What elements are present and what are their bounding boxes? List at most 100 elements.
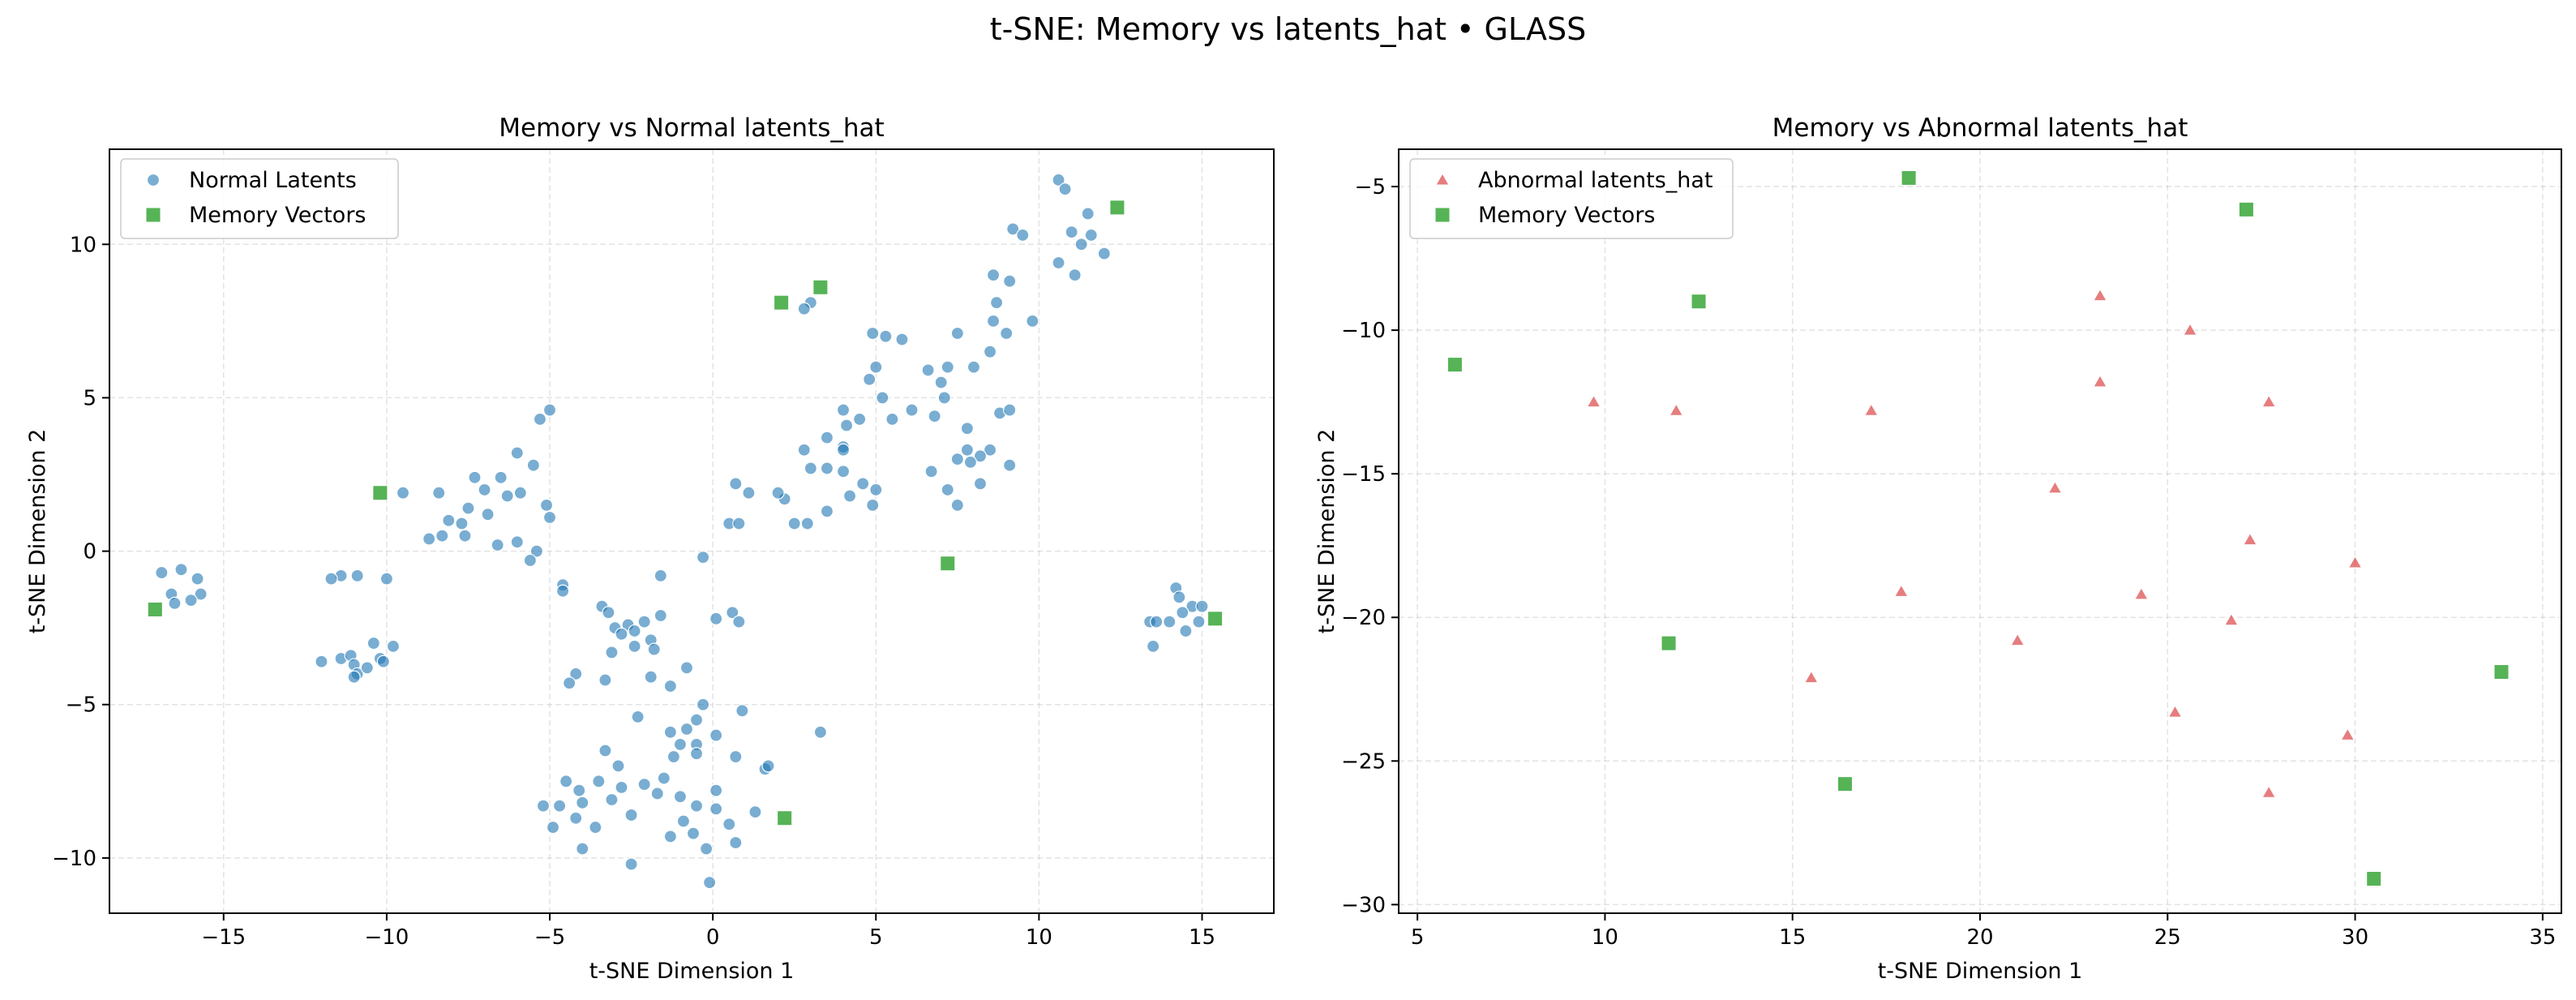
normal-latent-point [422,532,436,546]
legend: Normal Latents Memory Vectors [120,158,399,239]
abnormal-latent-point [2183,323,2197,336]
normal-latent-point [820,461,834,475]
y-tick-label: −15 [1341,462,1386,487]
normal-latent-point [556,584,570,598]
series-memory-vectors [1447,170,2510,887]
normal-latent-point [1003,274,1017,288]
normal-latent-point [663,725,677,739]
normal-latent-point [663,679,677,693]
normal-latent-point [986,314,1001,328]
normal-latent-point [347,670,361,684]
normal-latent-point [539,498,554,512]
normal-latent-point [813,725,827,739]
y-tick-label: −5 [66,693,96,718]
normal-latent-point [673,790,688,804]
normal-latent-point [174,563,188,577]
memory-vector-point [2493,664,2510,680]
normal-latent-point [615,627,628,641]
normal-latent-point [800,517,814,530]
normal-latent-point [696,551,710,564]
abnormal-latent-point [1863,403,1879,416]
normal-latent-point [879,329,893,343]
normal-latent-point [168,596,182,611]
normal-latent-point [458,529,472,543]
normal-latent-point [500,489,514,503]
normal-latent-point [689,747,704,761]
normal-latent-point [928,410,941,423]
normal-latent-point [950,452,964,466]
normal-latent-point [820,431,834,444]
memory-vector-point [774,294,790,311]
y-tick-label: −10 [1341,319,1386,343]
normal-latent-point [542,403,557,417]
normal-latent-point [598,673,612,687]
legend-marker [1434,207,1451,223]
normal-latent-point [494,470,508,484]
abnormal-latent-point [2347,555,2363,569]
normal-latent-point [1176,606,1189,620]
normal-latent-point [1084,228,1098,242]
plot-frame [109,148,1275,914]
normal-latent-point [523,553,537,568]
normal-latent-point [1006,222,1020,236]
normal-latent-point [1068,268,1082,282]
normal-latent-point [804,461,817,475]
normal-latent-point [709,802,723,816]
memory-vector-point [1109,200,1125,216]
abnormal-latent-point [2093,288,2107,302]
memory-vector-point [2366,871,2382,887]
normal-latent-point [481,508,495,521]
normal-latent-point [1026,314,1039,328]
abnormal-latent-point [1586,394,1601,408]
y-axis-label: t-SNE Dimension 2 [25,429,50,634]
normal-latent-point [937,391,951,405]
memory-vector-point [1837,776,1853,792]
normal-latent-point [615,780,628,794]
normal-latent-point [934,376,948,389]
normal-latent-point [905,403,919,417]
normal-latent-point [729,749,743,764]
normal-latent-point [396,486,410,500]
normal-latent-point [722,818,736,831]
normal-latent-point [536,799,551,813]
abnormal-latent-point [2167,705,2183,718]
normal-latent-point [1097,247,1111,260]
x-axis-label: t-SNE Dimension 1 [589,959,795,984]
abnormal-latent-point [2243,532,2257,546]
normal-latent-point [1081,207,1095,221]
normal-latent-point [155,565,169,580]
normal-latent-point [191,572,204,586]
normal-latent-point [797,302,811,315]
memory-vector-point [812,279,829,295]
legend-marker [146,173,161,187]
normal-latent-point [771,486,785,500]
normal-latent-point [605,792,619,807]
normal-latent-point [1150,615,1164,629]
normal-latent-point [1192,615,1206,629]
normal-latent-point [876,391,889,405]
normal-latent-point [598,744,612,758]
normal-latent-point [379,572,394,586]
normal-latent-point [576,842,589,856]
normal-latent-point [654,569,667,582]
normal-latent-point [709,728,723,742]
x-tick-label: 20 [1966,925,1993,950]
x-tick-label: 5 [869,925,883,950]
normal-latent-point [983,345,997,358]
normal-latent-point [647,642,661,656]
normal-latent-point [950,498,964,512]
normal-latent-point [983,443,997,457]
normal-latent-point [885,412,899,427]
normal-latent-point [1016,228,1030,242]
normal-latent-point [1003,458,1017,472]
x-tick-label: −5 [534,925,565,950]
normal-latent-point [732,517,746,530]
normal-latent-point [963,455,978,469]
x-tick-label: −15 [201,925,246,950]
normal-latent-point [510,535,524,549]
memory-vector-point [1661,635,1677,651]
normal-latent-point [689,713,704,727]
normal-latent-point [895,333,909,346]
normal-latent-point [624,808,638,822]
normal-latent-point [924,465,938,479]
